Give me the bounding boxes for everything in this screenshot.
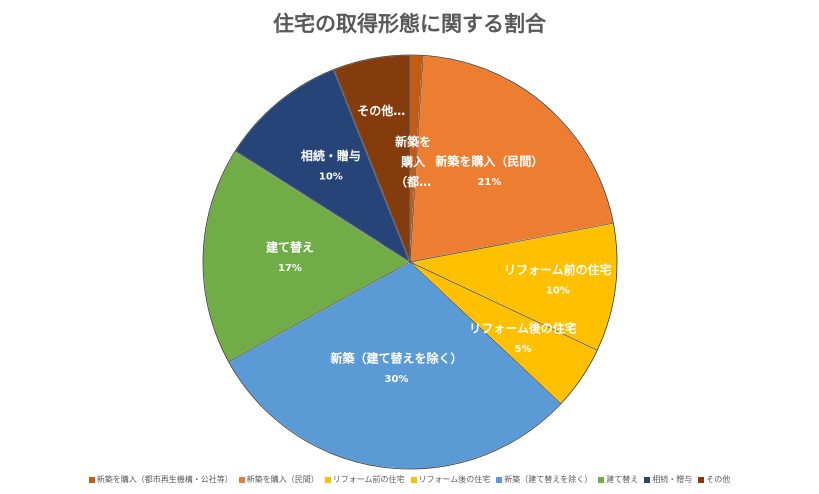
data-label-value: 21% <box>477 177 501 188</box>
legend-label: リフォーム後の住宅 <box>418 475 491 484</box>
legend-swatch <box>644 476 651 483</box>
data-label-category: 新築（建て替えを除く） <box>331 350 463 365</box>
data-label-value: 17% <box>278 263 302 274</box>
legend-label: 建て替え <box>606 475 639 484</box>
data-label-category: 購入 <box>400 154 425 169</box>
legend-item: リフォーム後の住宅 <box>410 474 491 485</box>
data-label-category: 新築を購入（民間） <box>435 153 543 168</box>
legend-item: 新築を購入（都市再生機構・公社等） <box>88 474 233 485</box>
legend-swatch <box>238 476 245 483</box>
slice-separator <box>409 55 424 263</box>
slice-separator <box>235 150 411 263</box>
data-label-value: 10% <box>319 171 343 182</box>
legend-swatch <box>496 476 503 483</box>
pie-outline <box>202 54 618 470</box>
chart-legend: 新築を購入（都市再生機構・公社等） 新築を購入（民間） リフォーム前の住宅 リフォーム… <box>0 474 819 485</box>
legend-item: リフォーム前の住宅 <box>324 474 405 485</box>
slice-separator <box>333 69 411 263</box>
legend-item: 新築（建て替えを除く） <box>496 474 592 485</box>
legend-item: その他 <box>698 474 730 485</box>
legend-swatch <box>598 476 605 483</box>
legend-swatch <box>88 476 95 483</box>
chart-title: 住宅の取得形態に関する割合 <box>273 12 546 36</box>
legend-swatch <box>410 476 417 483</box>
legend-swatch <box>698 476 705 483</box>
data-label-category: 建て替え <box>265 240 314 255</box>
data-label-value: 10% <box>546 286 570 297</box>
slice-separator <box>409 261 598 351</box>
legend-item: 相続・贈与 <box>644 474 692 485</box>
data-label-category: （都… <box>395 174 431 189</box>
slice-separator <box>409 222 614 263</box>
data-label-category: その他… <box>357 103 405 118</box>
data-label-value: 5% <box>515 344 532 355</box>
legend-label: その他 <box>706 475 731 484</box>
data-label-category: リフォーム後の住宅 <box>469 320 577 335</box>
slice-separator <box>409 261 562 404</box>
legend-label: 新築（建て替えを除く） <box>504 475 593 484</box>
legend-label: 相続・贈与 <box>652 475 693 484</box>
legend-swatch <box>324 476 331 483</box>
slice-separator <box>228 261 411 363</box>
data-label-value: 30% <box>385 374 409 385</box>
data-label-category: リフォーム前の住宅 <box>504 262 612 277</box>
legend-item: 新築を購入（民間） <box>238 474 319 485</box>
legend-item: 建て替え <box>598 474 638 485</box>
data-label-category: 新築を <box>395 134 431 149</box>
legend-label: リフォーム前の住宅 <box>332 475 405 484</box>
data-label-category: 相続・贈与 <box>301 148 361 163</box>
legend-label: 新築を購入（民間） <box>246 475 319 484</box>
legend-label: 新築を購入（都市再生機構・公社等） <box>96 475 233 484</box>
